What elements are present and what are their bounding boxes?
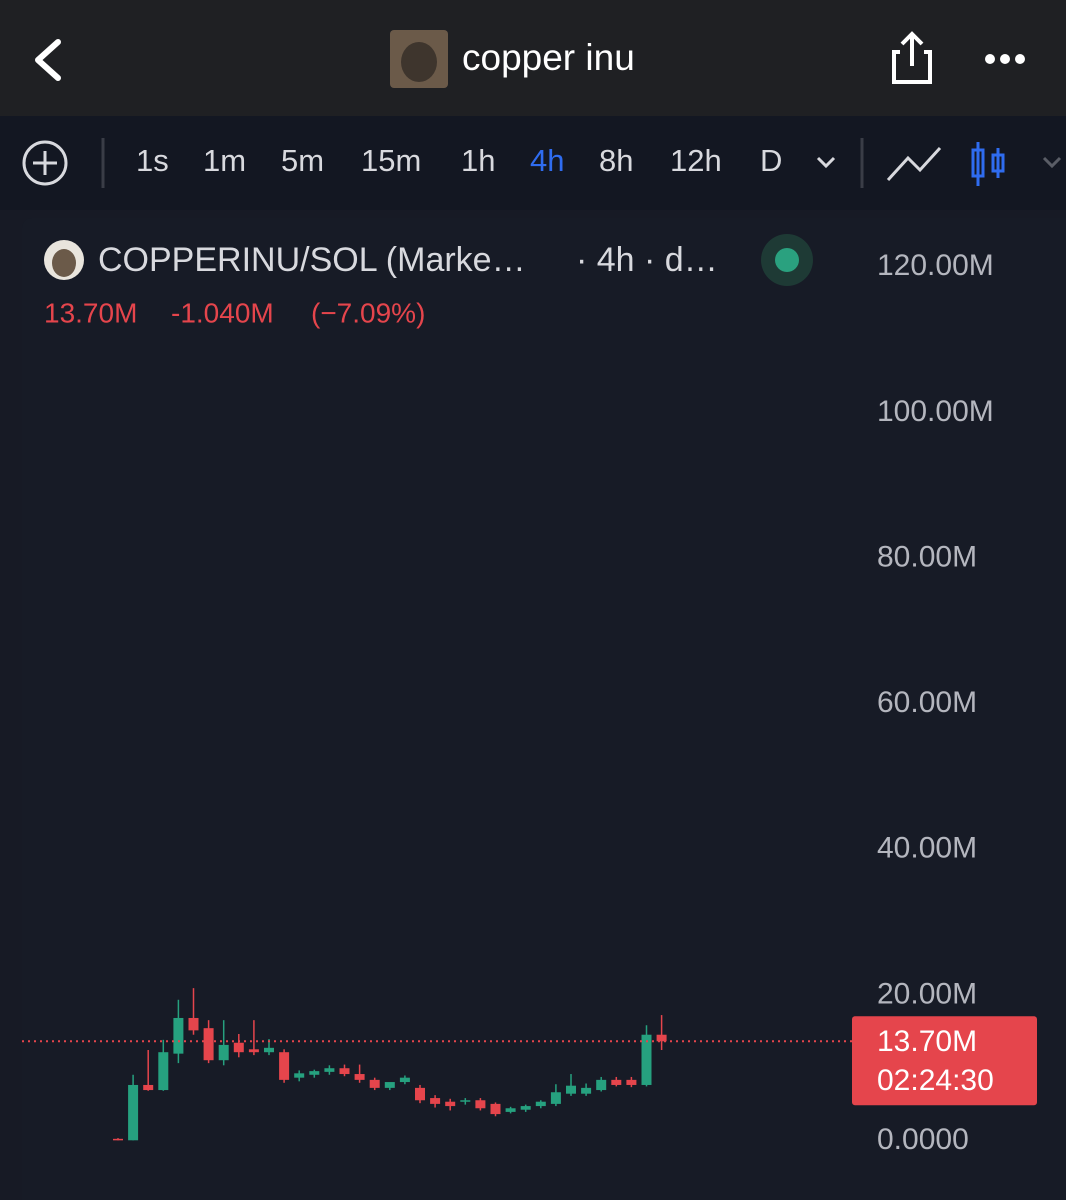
candle-body	[158, 1052, 169, 1091]
line-chart-button[interactable]	[886, 146, 942, 182]
y-tick-label: 40.00M	[877, 832, 977, 865]
candle-body	[173, 1017, 184, 1054]
candle-body	[294, 1073, 305, 1078]
candle-body	[581, 1087, 592, 1094]
candle-body	[354, 1074, 365, 1080]
candle-body	[233, 1042, 244, 1053]
candle-body	[415, 1087, 425, 1101]
candle-body	[143, 1084, 154, 1091]
back-button[interactable]	[35, 39, 61, 81]
candle-body	[188, 1017, 199, 1031]
legend-last: 13.70M	[44, 297, 137, 328]
interval[interactable]: 1s	[136, 143, 169, 178]
interval[interactable]: 1m	[203, 143, 246, 178]
candle-body	[460, 1100, 471, 1102]
candle-body	[611, 1079, 622, 1085]
candle-body	[475, 1100, 486, 1109]
last-price-box	[852, 1016, 1037, 1106]
candle-body	[566, 1085, 576, 1094]
add-indicator[interactable]	[22, 140, 68, 186]
candle-body	[641, 1034, 652, 1085]
toolbar	[0, 116, 1066, 210]
candle-body	[430, 1098, 441, 1104]
candle-body	[309, 1071, 320, 1075]
candle-body	[248, 1049, 259, 1053]
last-price-label: 13.70M	[877, 1025, 977, 1058]
legend-symbol: COPPERINU/SOL (Marke…	[98, 241, 526, 279]
chart-panel	[22, 218, 1066, 1200]
candle-body	[596, 1079, 607, 1091]
legend-change: -1.040M	[171, 297, 274, 328]
candle-body	[128, 1084, 139, 1141]
y-tick-label: 80.00M	[877, 540, 977, 573]
candle-body	[626, 1079, 637, 1085]
candle-body	[505, 1108, 516, 1112]
legend-avatar-face	[52, 249, 76, 277]
add-icon	[33, 151, 57, 175]
countdown: 02:24:30	[877, 1064, 994, 1097]
candle-body	[550, 1092, 561, 1104]
header-title: copper inu	[462, 37, 635, 78]
y-tick-label: 120.00M	[877, 249, 994, 282]
candle-body	[535, 1101, 546, 1107]
candle-body	[264, 1047, 274, 1053]
y-tick-label: 100.00M	[877, 395, 994, 428]
candle-body	[520, 1106, 531, 1110]
candle-body	[218, 1044, 229, 1061]
candle-body	[113, 1138, 123, 1141]
candle-body	[384, 1082, 395, 1088]
y-tick-label: 20.00M	[877, 977, 977, 1010]
interval[interactable]: D	[760, 143, 782, 178]
candle-body	[339, 1068, 350, 1075]
candle-body	[369, 1079, 380, 1088]
candle-body	[279, 1052, 290, 1080]
more-button[interactable]	[985, 54, 1025, 64]
candle-body	[399, 1077, 410, 1083]
style-dropdown[interactable]	[1042, 156, 1062, 169]
interval[interactable]: 1h	[461, 143, 495, 178]
y-tick-label: 0.0000	[877, 1123, 969, 1156]
candle-chart-button[interactable]	[971, 142, 1005, 186]
interval[interactable]: 15m	[361, 143, 421, 178]
interval[interactable]: 12h	[670, 143, 722, 178]
interval-active[interactable]: 4h	[530, 143, 564, 178]
interval[interactable]: 8h	[599, 143, 633, 178]
avatar-face	[401, 42, 437, 82]
top-bar	[0, 0, 1066, 116]
status-dot	[775, 248, 799, 272]
candle-body	[324, 1068, 335, 1072]
candle-body	[656, 1034, 667, 1042]
interval-dropdown[interactable]	[816, 156, 836, 169]
interval[interactable]: 5m	[281, 143, 324, 178]
candle-body	[490, 1103, 501, 1115]
candle-body	[203, 1028, 214, 1061]
candle-body	[445, 1101, 456, 1107]
share-button[interactable]	[892, 31, 932, 84]
y-tick-label: 60.00M	[877, 686, 977, 719]
legend-interval: · 4h · d…	[576, 241, 718, 279]
legend-change-pct: (−7.09%)	[311, 297, 425, 328]
